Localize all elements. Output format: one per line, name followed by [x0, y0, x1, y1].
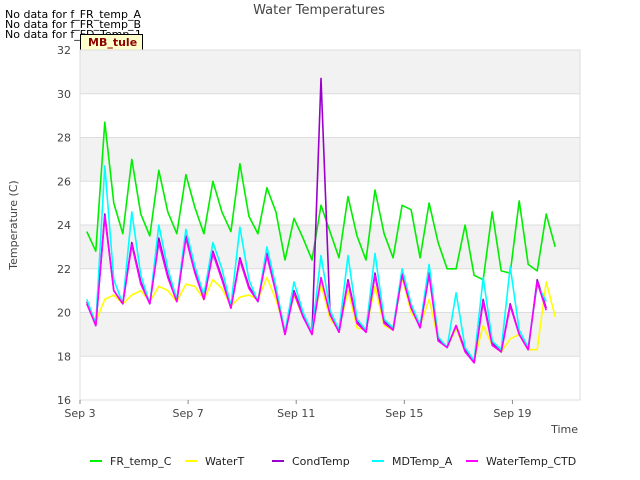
- y-tick-label: 20: [57, 307, 71, 320]
- series-line-WaterT: [86, 276, 556, 362]
- x-ticks: Sep 3 Sep 7 Sep 11 Sep 15 Sep 19: [64, 400, 532, 420]
- x-tick-label: Sep 19: [493, 407, 531, 420]
- legend-label: WaterTemp_CTD: [486, 455, 576, 468]
- y-axis-label: Temperature (C): [7, 180, 20, 270]
- x-axis-label: Time: [550, 423, 578, 436]
- series-line-FR_temp_C: [86, 121, 556, 281]
- y-tick-label: 30: [57, 88, 71, 101]
- x-tick-label: Sep 7: [172, 407, 203, 420]
- no-data-message: No data for f_FD_Temp_1: [5, 28, 142, 41]
- x-tick-label: Sep 11: [277, 407, 315, 420]
- legend: FR_temp_C WaterT CondTemp MDTemp_A WaterTemp…: [90, 455, 576, 468]
- y-tick-label: 28: [57, 132, 71, 145]
- no-data-message: No data for f_FR_temp_A: [5, 8, 141, 21]
- plot-frame: [79, 49, 581, 401]
- site-badge: MB_tule: [80, 34, 144, 51]
- legend-label: CondTemp: [292, 455, 350, 468]
- x-tick-label: Sep 15: [385, 407, 423, 420]
- y-tick-label: 32: [57, 44, 71, 57]
- plot-band: [80, 93, 580, 138]
- no-data-message: No data for f_FR_temp_B: [5, 18, 142, 31]
- legend-label: MDTemp_A: [392, 455, 453, 468]
- plot-band: [80, 137, 580, 182]
- plot-band: [80, 356, 580, 400]
- series-line-WaterTemp_CTD: [86, 215, 547, 364]
- legend-label: FR_temp_C: [110, 455, 172, 468]
- series-lines: [86, 77, 556, 364]
- y-tick-label: 22: [57, 263, 71, 276]
- y-tick-label: 26: [57, 175, 71, 188]
- series-line-MDTemp_A: [86, 165, 547, 362]
- chart-title: Water Temperatures: [253, 3, 385, 18]
- plot-band: [80, 50, 580, 94]
- y-tick-label: 24: [57, 219, 71, 232]
- x-tick-label: Sep 3: [64, 407, 95, 420]
- y-tick-label: 18: [57, 350, 71, 363]
- y-tick-label: 16: [57, 394, 71, 407]
- legend-label: WaterT: [205, 455, 245, 468]
- y-ticks: 16 18 20 22 24 26 28 30 32: [57, 44, 71, 407]
